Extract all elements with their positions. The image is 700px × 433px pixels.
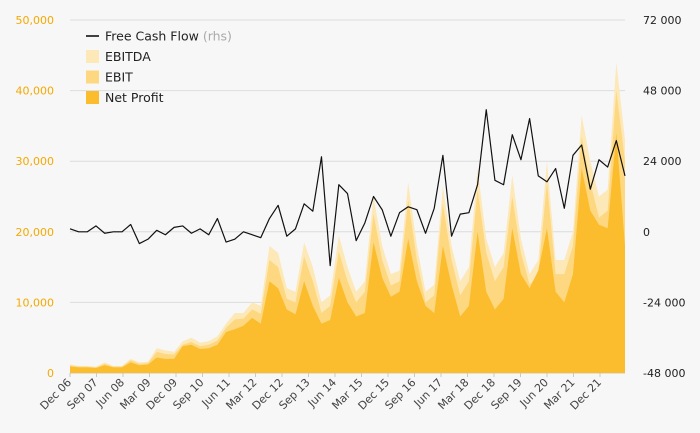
legend: Free Cash Flow (rhs) EBITDA EBIT Net Profit	[86, 29, 232, 105]
fcf-line	[69, 109, 626, 267]
left-axis-tick-label: 10,000	[16, 296, 55, 309]
legend-label: Free Cash Flow (rhs)	[105, 29, 232, 44]
right-axis-tick-label: -24 000	[643, 296, 685, 309]
legend-swatch-net-profit	[86, 91, 99, 104]
legend-note: (rhs)	[199, 29, 232, 44]
legend-swatch-ebit	[86, 70, 99, 84]
fcf-line-group	[69, 109, 626, 267]
right-axis-ticks: -48 000 -24 000 0 24 000 48 000 72 000	[643, 14, 685, 380]
right-axis-tick-label: -48 000	[643, 367, 685, 380]
legend-label: Net Profit	[105, 90, 164, 105]
left-axis-tick-label: 50,000	[16, 14, 55, 27]
left-axis-tick-label: 20,000	[16, 226, 55, 239]
right-axis-tick-label: 24 000	[643, 155, 682, 168]
left-axis-ticks: 0 10,000 20,000 30,000 40,000 50,000	[16, 14, 55, 380]
legend-label: EBITDA	[105, 49, 151, 64]
left-axis-tick-label: 0	[47, 367, 54, 380]
right-axis-tick-label: 72 000	[643, 14, 682, 27]
area-series-group	[70, 62, 625, 374]
left-axis-tick-label: 30,000	[16, 155, 55, 168]
legend-label: EBIT	[105, 70, 133, 85]
right-axis-tick-label: 48 000	[643, 85, 682, 98]
right-axis-tick-label: 0	[643, 226, 650, 239]
legend-swatch-ebitda	[86, 50, 99, 63]
left-axis-tick-label: 40,000	[16, 85, 55, 98]
net-profit-area	[70, 132, 625, 373]
